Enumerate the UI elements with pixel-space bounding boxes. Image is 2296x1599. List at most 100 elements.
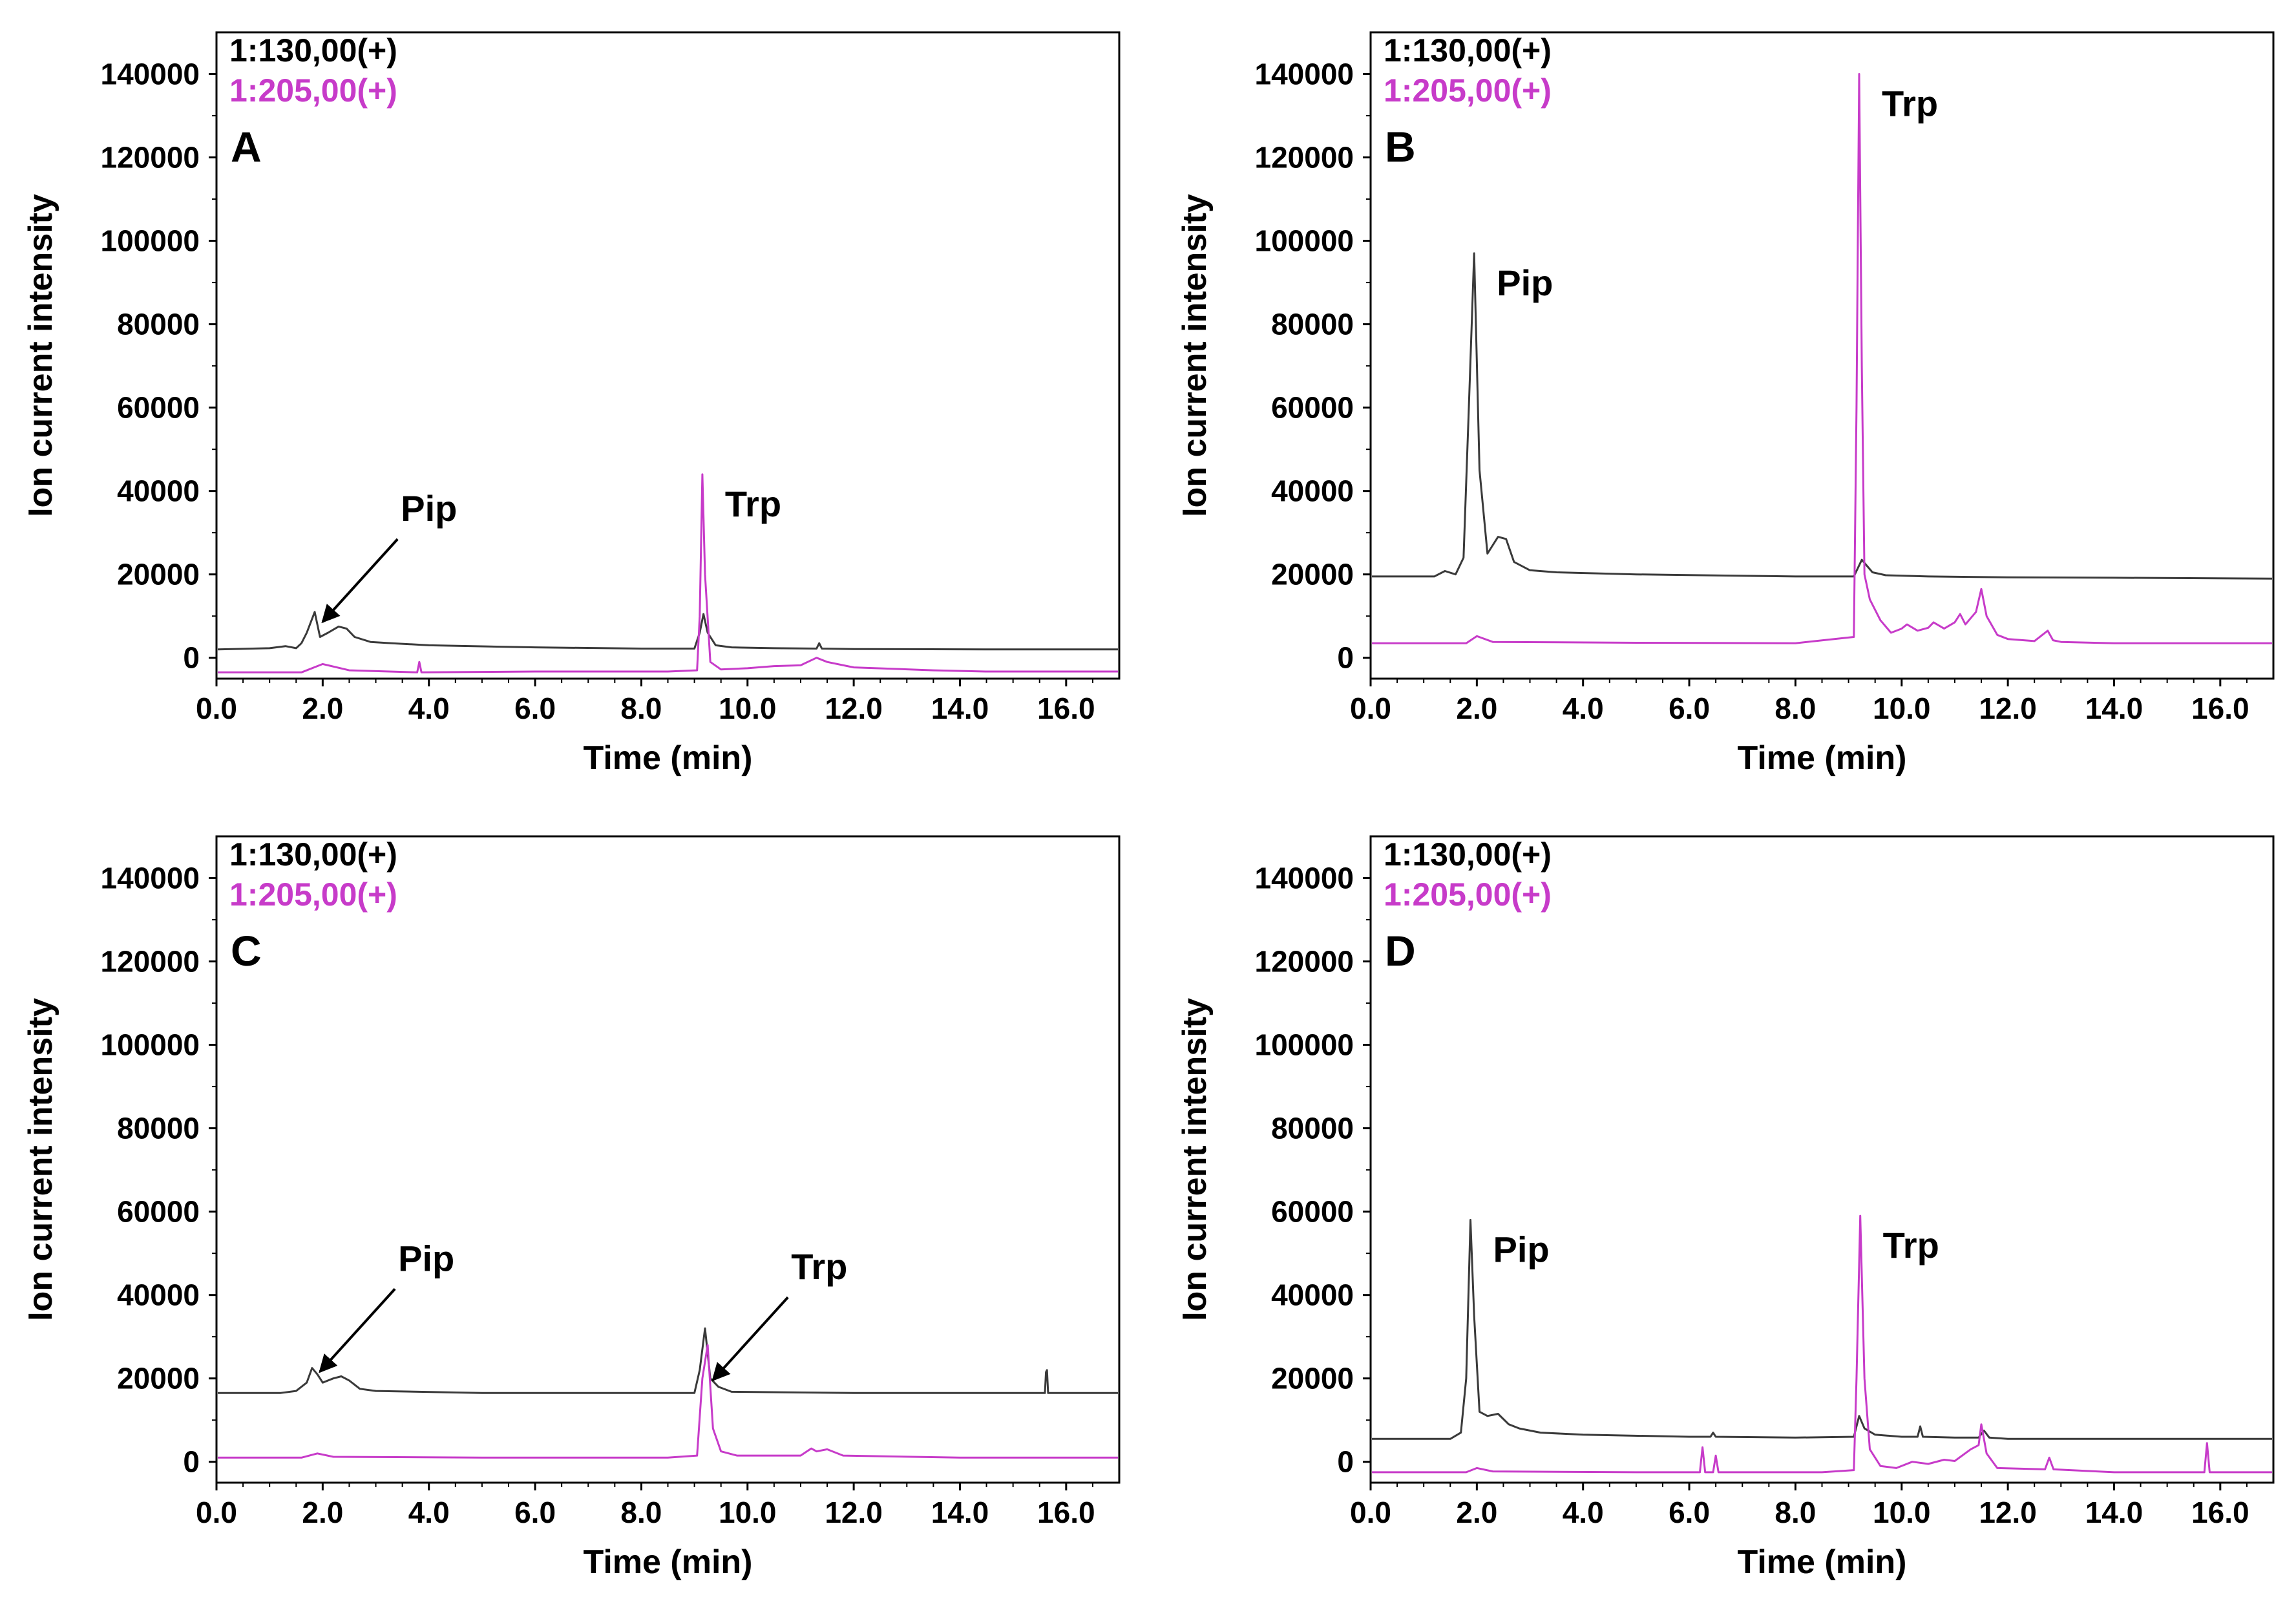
panel-letter: B: [1385, 123, 1416, 171]
y-tick-label: 120000: [101, 945, 200, 979]
series-line-mz205: [218, 1344, 1118, 1459]
x-tick-label: 16.0: [2191, 1496, 2249, 1529]
x-tick-label: 0.0: [1350, 1496, 1391, 1529]
x-tick-label: 8.0: [620, 692, 662, 725]
x-axis-title: Time (min): [1738, 739, 1907, 777]
y-tick-label: 20000: [117, 558, 200, 591]
y-tick-label: 40000: [117, 474, 200, 508]
series-line-mz205: [218, 473, 1118, 673]
x-tick-label: 10.0: [1873, 692, 1931, 725]
y-tick-label: 20000: [1271, 1362, 1354, 1395]
x-tick-label: 2.0: [1456, 1496, 1497, 1529]
x-tick-label: 14.0: [931, 1496, 989, 1529]
x-tick-label: 2.0: [302, 692, 343, 725]
plot-frame-c: [215, 835, 1121, 1484]
x-tick-label: 2.0: [1456, 692, 1497, 725]
y-axis-title: Ion current intensity: [22, 998, 59, 1321]
x-tick-label: 6.0: [514, 692, 556, 725]
x-tick-label: 16.0: [2191, 692, 2249, 725]
y-tick-label: 20000: [1271, 558, 1354, 591]
y-tick-label: 140000: [101, 862, 200, 895]
peak-label-trp: Trp: [1883, 1225, 1939, 1265]
y-tick-label: 80000: [117, 308, 200, 341]
y-tick-label: 100000: [1255, 1028, 1354, 1062]
annotation-arrow: [319, 1287, 396, 1373]
panel-letter: A: [231, 123, 262, 171]
y-tick-label: 80000: [117, 1112, 200, 1145]
x-axis-title: Time (min): [584, 739, 753, 777]
x-tick-label: 8.0: [1775, 692, 1816, 725]
panel-letter: D: [1385, 927, 1416, 975]
peak-label-trp: Trp: [791, 1246, 847, 1287]
y-tick-label: 40000: [1271, 1278, 1354, 1312]
y-tick-label: 60000: [1271, 1195, 1354, 1229]
chart-panel-b: 0.0 2.0 4.0 6.0 8.0 10.0 12.0 14.0 16.0 0 20000 400…: [1176, 31, 2275, 777]
x-tick-label: 6.0: [514, 1496, 556, 1529]
y-tick-label: 0: [183, 641, 200, 675]
chart-panel-c: 0.0 2.0 4.0 6.0 8.0 10.0 12.0 14.0 16.0 0 20000 400…: [22, 835, 1121, 1581]
y-tick-label: 100000: [101, 1028, 200, 1062]
y-tick-label: 80000: [1271, 1112, 1354, 1145]
y-axis-title: Ion current intensity: [1176, 194, 1214, 517]
legend-entry: 1:130,00(+): [229, 836, 397, 873]
y-axis-title: Ion current intensity: [1176, 998, 1214, 1321]
annotation-arrow: [321, 538, 399, 624]
peak-label-trp: Trp: [725, 483, 781, 524]
x-tick-label: 16.0: [1037, 1496, 1095, 1529]
x-tick-label: 6.0: [1669, 1496, 1710, 1529]
y-tick-label: 0: [1337, 1445, 1354, 1479]
series-line-mz130: [1372, 1219, 2272, 1440]
x-tick-label: 12.0: [825, 1496, 883, 1529]
x-tick-label: 10.0: [1873, 1496, 1931, 1529]
x-axis-title: Time (min): [584, 1543, 753, 1581]
x-tick-label: 12.0: [1979, 692, 2037, 725]
x-axis-title: Time (min): [1738, 1543, 1907, 1581]
series-line-mz130: [1372, 252, 2272, 580]
x-tick-label: 14.0: [2085, 692, 2143, 725]
annotation-arrow: [711, 1296, 789, 1382]
x-tick-label: 4.0: [1563, 692, 1604, 725]
chart-panel-d: 0.0 2.0 4.0 6.0 8.0 10.0 12.0 14.0 16.0 0 20000 400…: [1176, 835, 2275, 1581]
y-tick-label: 100000: [1255, 224, 1354, 258]
y-tick-label: 140000: [1255, 58, 1354, 91]
plot-frame-a: [215, 31, 1121, 680]
y-tick-label: 0: [1337, 641, 1354, 675]
series-line-mz130: [218, 1327, 1118, 1394]
legend-entry: 1:205,00(+): [229, 72, 397, 109]
y-tick-label: 40000: [117, 1278, 200, 1312]
legend-entry: 1:205,00(+): [229, 876, 397, 913]
y-tick-label: 60000: [1271, 391, 1354, 425]
y-tick-label: 100000: [101, 224, 200, 258]
x-tick-label: 10.0: [719, 692, 777, 725]
x-tick-label: 14.0: [2085, 1496, 2143, 1529]
x-tick-label: 12.0: [1979, 1496, 2037, 1529]
y-tick-label: 140000: [101, 58, 200, 91]
y-tick-label: 80000: [1271, 308, 1354, 341]
x-tick-label: 4.0: [408, 692, 450, 725]
x-tick-label: 16.0: [1037, 692, 1095, 725]
legend-entry: 1:205,00(+): [1384, 72, 1552, 109]
peak-label-pip: Pip: [401, 488, 457, 529]
peak-label-pip: Pip: [1497, 262, 1553, 303]
legend-entry: 1:205,00(+): [1384, 876, 1552, 913]
x-tick-label: 8.0: [1775, 1496, 1816, 1529]
y-tick-label: 120000: [101, 141, 200, 175]
x-tick-label: 0.0: [196, 1496, 237, 1529]
x-tick-label: 10.0: [719, 1496, 777, 1529]
x-tick-label: 0.0: [196, 692, 237, 725]
y-axis-title: Ion current intensity: [22, 194, 59, 517]
y-tick-label: 140000: [1255, 862, 1354, 895]
peak-label-trp: Trp: [1882, 83, 1938, 124]
plot-frame-d: [1369, 835, 2275, 1484]
y-tick-label: 120000: [1255, 945, 1354, 979]
x-tick-label: 6.0: [1669, 692, 1710, 725]
y-tick-label: 120000: [1255, 141, 1354, 175]
y-tick-label: 40000: [1271, 474, 1354, 508]
series-line-mz205: [1372, 73, 2272, 644]
legend-entry: 1:130,00(+): [1384, 836, 1552, 873]
plot-frame-b: [1369, 31, 2275, 680]
panel-letter: C: [231, 927, 262, 975]
x-tick-label: 4.0: [408, 1496, 450, 1529]
series-line-mz205: [1372, 1214, 2272, 1474]
